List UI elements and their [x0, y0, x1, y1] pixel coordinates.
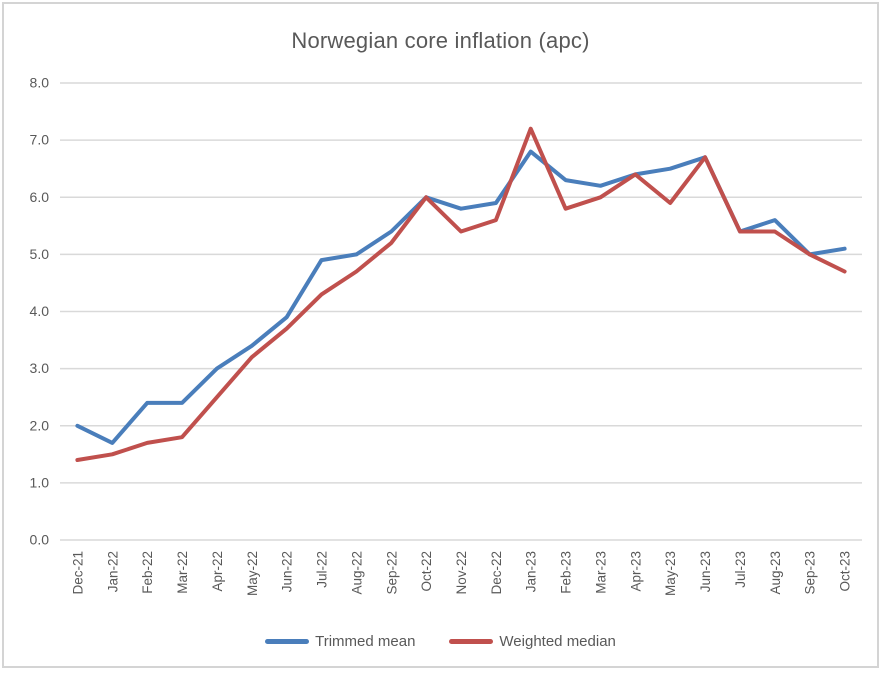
- y-axis-tick-label: 8.0: [30, 75, 50, 91]
- line-chart-plot-area: 0.0 1.0 2.0 3.0 4.0 5.0 6.0 7.0 8.0 Dec-21 Jan-22 F…: [30, 75, 862, 596]
- x-axis-tick-label: May-23: [663, 551, 678, 596]
- x-axis-tick-label: May-22: [245, 551, 260, 596]
- x-axis-tick-label: Aug-22: [349, 551, 364, 595]
- x-axis-tick-label: Jul-23: [733, 551, 748, 588]
- x-axis-tick-label: Jul-22: [315, 551, 330, 588]
- x-axis-tick-label: Mar-22: [175, 551, 190, 594]
- x-axis-tick-label: Feb-22: [140, 551, 155, 594]
- legend-label-weighted-median: Weighted median: [499, 633, 616, 650]
- chart-title: Norwegian core inflation (apc): [291, 28, 590, 53]
- y-axis-tick-label: 6.0: [30, 189, 50, 205]
- y-axis-tick-label: 4.0: [30, 303, 50, 319]
- legend-item-weighted-median: Weighted median: [449, 633, 616, 650]
- chart-legend: Trimmed mean Weighted median: [4, 633, 877, 650]
- series-line-trimmed-mean: [75, 149, 847, 445]
- x-axis-tick-label: Aug-23: [768, 551, 783, 595]
- y-axis-tick-label: 2.0: [30, 417, 50, 433]
- x-axis-tick-label: Nov-22: [454, 551, 469, 595]
- x-axis-tick-label: Sep-23: [803, 551, 818, 595]
- x-axis-tick-label: Mar-23: [593, 551, 608, 594]
- legend-label-trimmed-mean: Trimmed mean: [315, 633, 416, 650]
- x-axis-tick-label: Oct-23: [838, 551, 853, 592]
- y-axis-tick-label: 1.0: [30, 474, 50, 490]
- series-line-weighted-median: [75, 126, 847, 462]
- x-axis-tick-label: Dec-21: [70, 551, 85, 595]
- x-axis-tick-label: Feb-23: [559, 551, 574, 594]
- x-axis-tick-label: Apr-23: [628, 551, 643, 592]
- x-axis-tick-label: Jan-22: [105, 551, 120, 592]
- y-axis-tick-label: 5.0: [30, 246, 50, 262]
- y-axis-tick-label: 7.0: [30, 132, 50, 148]
- y-axis-tick-label: 0.0: [30, 532, 50, 548]
- trimmed-mean-line-swatch-icon: [265, 639, 310, 644]
- y-axis-tick-label: 3.0: [30, 360, 50, 376]
- x-axis-tick-label: Jan-23: [524, 551, 539, 592]
- x-axis-tick-label: Oct-22: [419, 551, 434, 592]
- weighted-median-line-swatch-icon: [449, 639, 494, 644]
- x-axis-tick-label: Sep-22: [384, 551, 399, 595]
- legend-item-trimmed-mean: Trimmed mean: [265, 633, 415, 650]
- x-axis-tick-label: Apr-22: [210, 551, 225, 592]
- x-axis-tick-label: Jun-22: [280, 551, 295, 592]
- x-axis-tick-label: Dec-22: [489, 551, 504, 595]
- x-axis-tick-label: Jun-23: [698, 551, 713, 592]
